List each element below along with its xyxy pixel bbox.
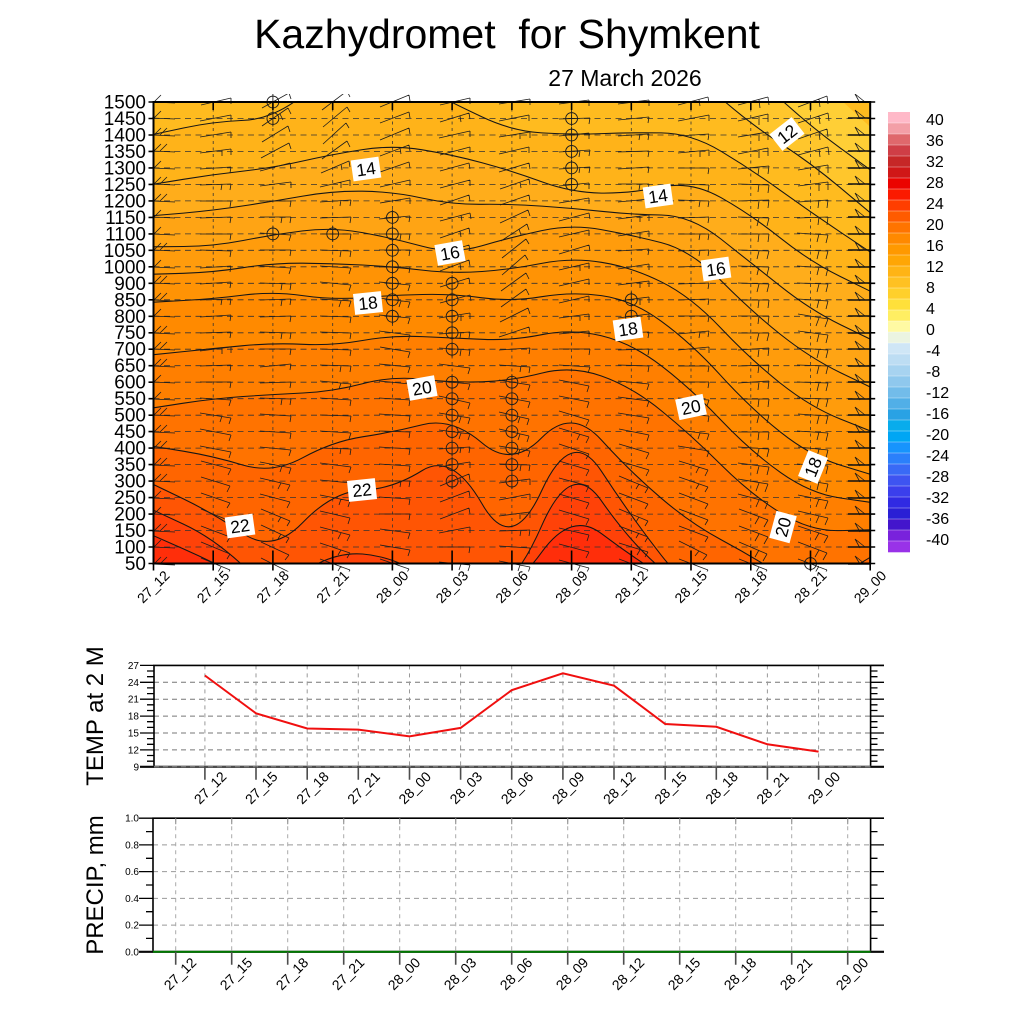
svg-text:650: 650 (114, 356, 146, 377)
svg-text:0.2: 0.2 (125, 921, 139, 932)
svg-text:18: 18 (128, 712, 140, 723)
svg-text:16: 16 (926, 238, 944, 255)
svg-text:-4: -4 (926, 343, 940, 360)
svg-text:18: 18 (357, 292, 378, 314)
svg-text:1450: 1450 (104, 109, 146, 130)
svg-text:0.4: 0.4 (125, 894, 139, 905)
svg-text:200: 200 (114, 505, 146, 526)
svg-text:1300: 1300 (104, 158, 146, 179)
svg-text:150: 150 (114, 521, 146, 542)
svg-text:1100: 1100 (105, 224, 146, 245)
svg-text:-16: -16 (926, 406, 949, 423)
svg-text:700: 700 (114, 340, 146, 361)
svg-text:8: 8 (926, 280, 935, 297)
svg-text:100: 100 (114, 538, 146, 559)
svg-text:1500: 1500 (104, 93, 146, 114)
svg-text:18: 18 (617, 318, 639, 341)
svg-text:27: 27 (128, 661, 140, 672)
svg-text:850: 850 (114, 290, 146, 311)
svg-text:1000: 1000 (104, 257, 146, 278)
svg-text:12: 12 (926, 259, 944, 276)
svg-text:24: 24 (926, 196, 944, 213)
svg-text:0.8: 0.8 (125, 840, 139, 851)
svg-text:-36: -36 (926, 511, 949, 528)
svg-text:12: 12 (128, 745, 140, 756)
svg-text:0.0: 0.0 (125, 947, 139, 958)
svg-text:350: 350 (114, 455, 146, 476)
svg-text:400: 400 (114, 439, 146, 460)
svg-text:800: 800 (114, 307, 146, 328)
svg-text:16: 16 (705, 258, 727, 281)
svg-text:9: 9 (133, 762, 139, 773)
svg-text:16: 16 (439, 242, 462, 265)
svg-text:32: 32 (926, 154, 944, 171)
svg-text:50: 50 (125, 554, 146, 575)
svg-text:1350: 1350 (104, 142, 146, 163)
svg-text:20: 20 (679, 395, 702, 419)
svg-text:14: 14 (647, 185, 669, 208)
svg-text:0.6: 0.6 (125, 867, 139, 878)
svg-text:-12: -12 (926, 385, 949, 402)
svg-text:900: 900 (114, 274, 146, 295)
svg-text:1.0: 1.0 (125, 814, 139, 825)
svg-text:250: 250 (114, 488, 146, 509)
svg-text:1400: 1400 (104, 126, 146, 147)
svg-text:1150: 1150 (105, 208, 146, 229)
svg-text:24: 24 (128, 678, 140, 689)
svg-text:28: 28 (926, 175, 944, 192)
svg-text:-20: -20 (926, 427, 949, 444)
svg-text:20: 20 (411, 377, 434, 400)
svg-text:750: 750 (114, 323, 146, 344)
svg-text:-32: -32 (926, 490, 949, 507)
svg-text:1050: 1050 (104, 241, 146, 262)
svg-text:4: 4 (926, 301, 935, 318)
svg-text:-8: -8 (926, 364, 940, 381)
svg-text:27 March 2026: 27 March 2026 (548, 65, 701, 91)
svg-text:15: 15 (128, 729, 140, 740)
svg-text:0: 0 (926, 322, 935, 339)
svg-text:36: 36 (926, 133, 944, 150)
svg-text:22: 22 (351, 479, 372, 501)
svg-text:600: 600 (114, 373, 146, 394)
svg-text:1200: 1200 (104, 191, 146, 212)
svg-text:22: 22 (229, 515, 251, 538)
svg-text:-40: -40 (926, 532, 949, 549)
svg-text:550: 550 (114, 389, 146, 410)
svg-text:1250: 1250 (104, 175, 146, 196)
svg-text:-28: -28 (926, 469, 949, 486)
svg-text:20: 20 (926, 217, 944, 234)
svg-text:450: 450 (114, 422, 146, 443)
svg-text:300: 300 (114, 472, 146, 493)
svg-text:500: 500 (114, 406, 146, 427)
svg-text:-24: -24 (926, 448, 949, 465)
svg-text:14: 14 (355, 158, 377, 181)
svg-text:40: 40 (926, 112, 944, 129)
svg-text:Kazhydromet for Shymkent: Kazhydromet for Shymkent (254, 11, 760, 57)
svg-text:TEMP at 2 M: TEMP at 2 M (82, 646, 109, 786)
svg-text:PRECIP, mm: PRECIP, mm (82, 815, 109, 955)
svg-text:21: 21 (128, 695, 140, 706)
